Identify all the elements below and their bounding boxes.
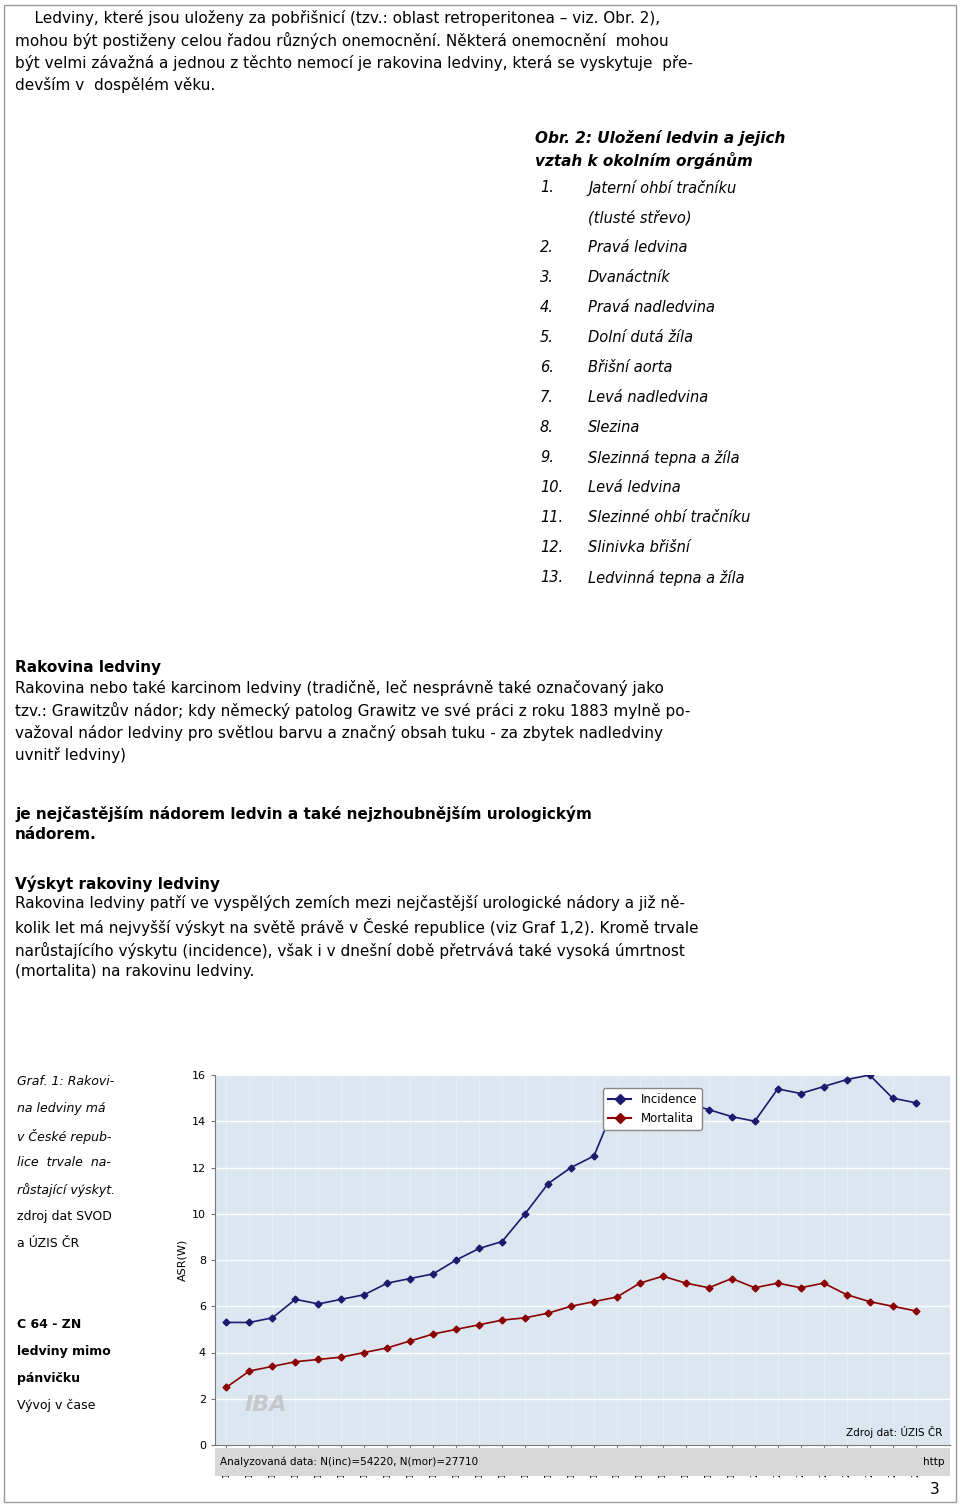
Text: a ÚZIS ČR: a ÚZIS ČR: [17, 1237, 80, 1249]
Text: IBA: IBA: [245, 1395, 287, 1415]
Text: Vývoj v čase: Vývoj v čase: [17, 1398, 95, 1412]
Text: Rakovina nebo také karcinom ledviny (tradičně, leč nesprávně také označovaný jak: Rakovina nebo také karcinom ledviny (tra…: [15, 680, 690, 763]
Text: 11.: 11.: [540, 509, 564, 524]
Text: lice  trvale  na-: lice trvale na-: [17, 1156, 110, 1169]
Text: C 64 - ZN: C 64 - ZN: [17, 1319, 82, 1331]
Text: Levá ledvina: Levá ledvina: [588, 481, 681, 494]
Text: Levá nadledvina: Levá nadledvina: [588, 390, 708, 405]
Text: Slinivka břišní: Slinivka břišní: [588, 540, 690, 555]
Text: Dvanáctník: Dvanáctník: [588, 270, 671, 285]
Text: Dolní dutá žíla: Dolní dutá žíla: [588, 330, 693, 345]
Text: Obr. 2: Uložení ledvin a jejich: Obr. 2: Uložení ledvin a jejich: [535, 130, 785, 146]
Text: Graf. 1: Rakovi-: Graf. 1: Rakovi-: [17, 1074, 114, 1088]
Text: Ledviny, které jsou uloženy za pobřišnicí (tzv.: oblast retroperitonea – viz. Ob: Ledviny, které jsou uloženy za pobřišnic…: [15, 11, 693, 93]
Text: růstající výskyt.: růstající výskyt.: [17, 1183, 115, 1197]
Text: 8.: 8.: [540, 420, 554, 436]
Text: Slezinné ohbí tračníku: Slezinné ohbí tračníku: [588, 509, 751, 524]
Text: http: http: [924, 1457, 945, 1466]
Text: Slezina: Slezina: [588, 420, 640, 436]
Text: 9.: 9.: [540, 451, 554, 466]
Text: Jaterní ohbí tračníku: Jaterní ohbí tračníku: [588, 179, 736, 196]
Text: 12.: 12.: [540, 540, 564, 555]
Text: Rakovina ledviny: Rakovina ledviny: [15, 660, 161, 675]
Text: 6.: 6.: [540, 360, 554, 375]
Text: v České repub-: v České repub-: [17, 1129, 111, 1144]
Text: Ledvinná tepna a žíla: Ledvinná tepna a žíla: [588, 570, 745, 586]
Text: 13.: 13.: [540, 570, 564, 585]
Text: 1.: 1.: [540, 179, 554, 194]
Text: Výskyt rakoviny ledviny: Výskyt rakoviny ledviny: [15, 876, 220, 892]
Text: 3.: 3.: [540, 270, 554, 285]
Legend: Incidence, Mortalita: Incidence, Mortalita: [603, 1088, 702, 1130]
Text: Pravá nadledvina: Pravá nadledvina: [588, 300, 715, 315]
Y-axis label: ASR(W): ASR(W): [178, 1239, 188, 1281]
Text: 5.: 5.: [540, 330, 554, 345]
Text: 3: 3: [930, 1481, 940, 1496]
Text: je nejčastějším nádorem ledvin a také nejzhoubnějším urologickým
nádorem.: je nejčastějším nádorem ledvin a také ne…: [15, 805, 592, 842]
Text: 2.: 2.: [540, 240, 554, 255]
Text: (tlusté střevo): (tlusté střevo): [588, 209, 691, 226]
Text: Zdroj dat: ÚZIS ČR: Zdroj dat: ÚZIS ČR: [847, 1426, 943, 1438]
Text: pánvičku: pánvičku: [17, 1371, 80, 1385]
Text: 7.: 7.: [540, 390, 554, 405]
Text: 10.: 10.: [540, 481, 564, 494]
Text: Slezinná tepna a žíla: Slezinná tepna a žíla: [588, 451, 739, 466]
Text: Analyzovaná data: N(inc)=54220, N(mor)=27710: Analyzovaná data: N(inc)=54220, N(mor)=2…: [220, 1457, 478, 1468]
Text: na ledviny má: na ledviny má: [17, 1102, 106, 1115]
Text: 4.: 4.: [540, 300, 554, 315]
Text: Břišní aorta: Břišní aorta: [588, 360, 673, 375]
Text: Pravá ledvina: Pravá ledvina: [588, 240, 687, 255]
Text: zdroj dat SVOD: zdroj dat SVOD: [17, 1210, 112, 1224]
Text: Rakovina ledviny patří ve vyspělých zemích mezi nejčastější urologické nádory a : Rakovina ledviny patří ve vyspělých zemí…: [15, 895, 699, 980]
Text: ledviny mimo: ledviny mimo: [17, 1346, 110, 1358]
Text: vztah k okolním orgánům: vztah k okolním orgánům: [535, 152, 753, 169]
